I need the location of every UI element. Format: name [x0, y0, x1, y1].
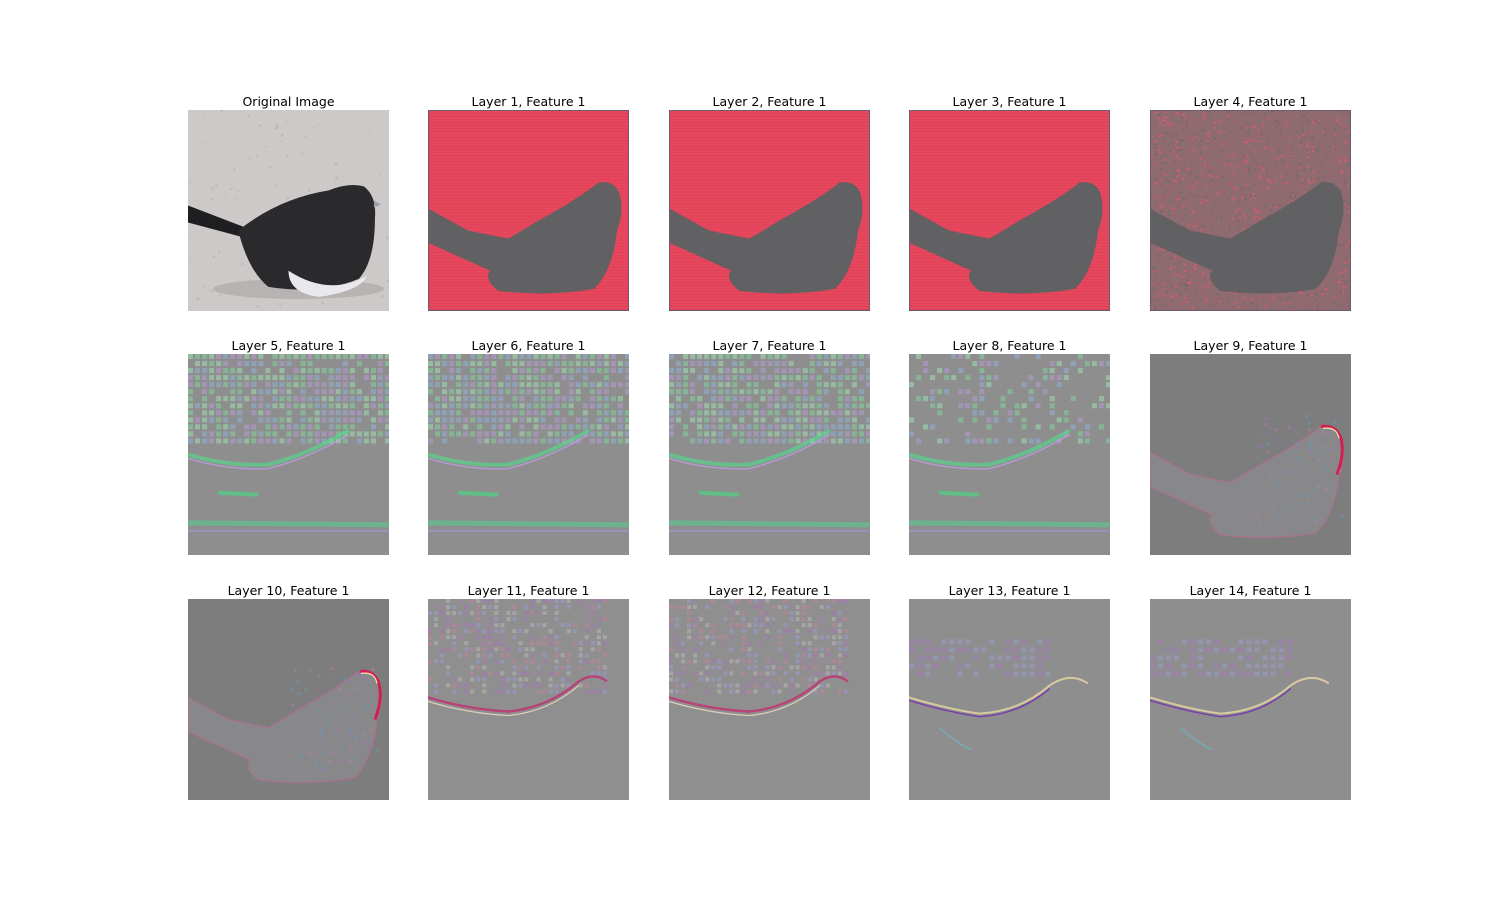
panel-title: Layer 3, Feature 1 [952, 94, 1067, 109]
panel-title: Layer 11, Feature 1 [467, 583, 590, 598]
panel-image [188, 110, 389, 311]
panel-image [909, 110, 1110, 311]
panel-image [428, 354, 629, 555]
panel-title: Layer 8, Feature 1 [952, 338, 1067, 353]
panel-title: Layer 10, Feature 1 [227, 583, 350, 598]
panel-title: Layer 14, Feature 1 [1189, 583, 1312, 598]
panel-image [1150, 110, 1351, 311]
panel-title: Layer 1, Feature 1 [471, 94, 586, 109]
panel-title: Layer 4, Feature 1 [1193, 94, 1308, 109]
panel-image [428, 599, 629, 800]
panel-title: Layer 5, Feature 1 [231, 338, 346, 353]
panel-title: Layer 12, Feature 1 [708, 583, 831, 598]
panel-image [909, 599, 1110, 800]
panel-image [188, 354, 389, 555]
panel-image [1150, 599, 1351, 800]
panel-title: Layer 6, Feature 1 [471, 338, 586, 353]
panel-image [669, 354, 870, 555]
panel-image [669, 599, 870, 800]
panel-image [669, 110, 870, 311]
panel-image [188, 599, 389, 800]
panel-title: Original Image [242, 94, 335, 109]
panel-image [428, 110, 629, 311]
panel-title: Layer 2, Feature 1 [712, 94, 827, 109]
panel-title: Layer 13, Feature 1 [948, 583, 1071, 598]
panel-title: Layer 9, Feature 1 [1193, 338, 1308, 353]
panel-image [1150, 354, 1351, 555]
panel-title: Layer 7, Feature 1 [712, 338, 827, 353]
panel-image [909, 354, 1110, 555]
